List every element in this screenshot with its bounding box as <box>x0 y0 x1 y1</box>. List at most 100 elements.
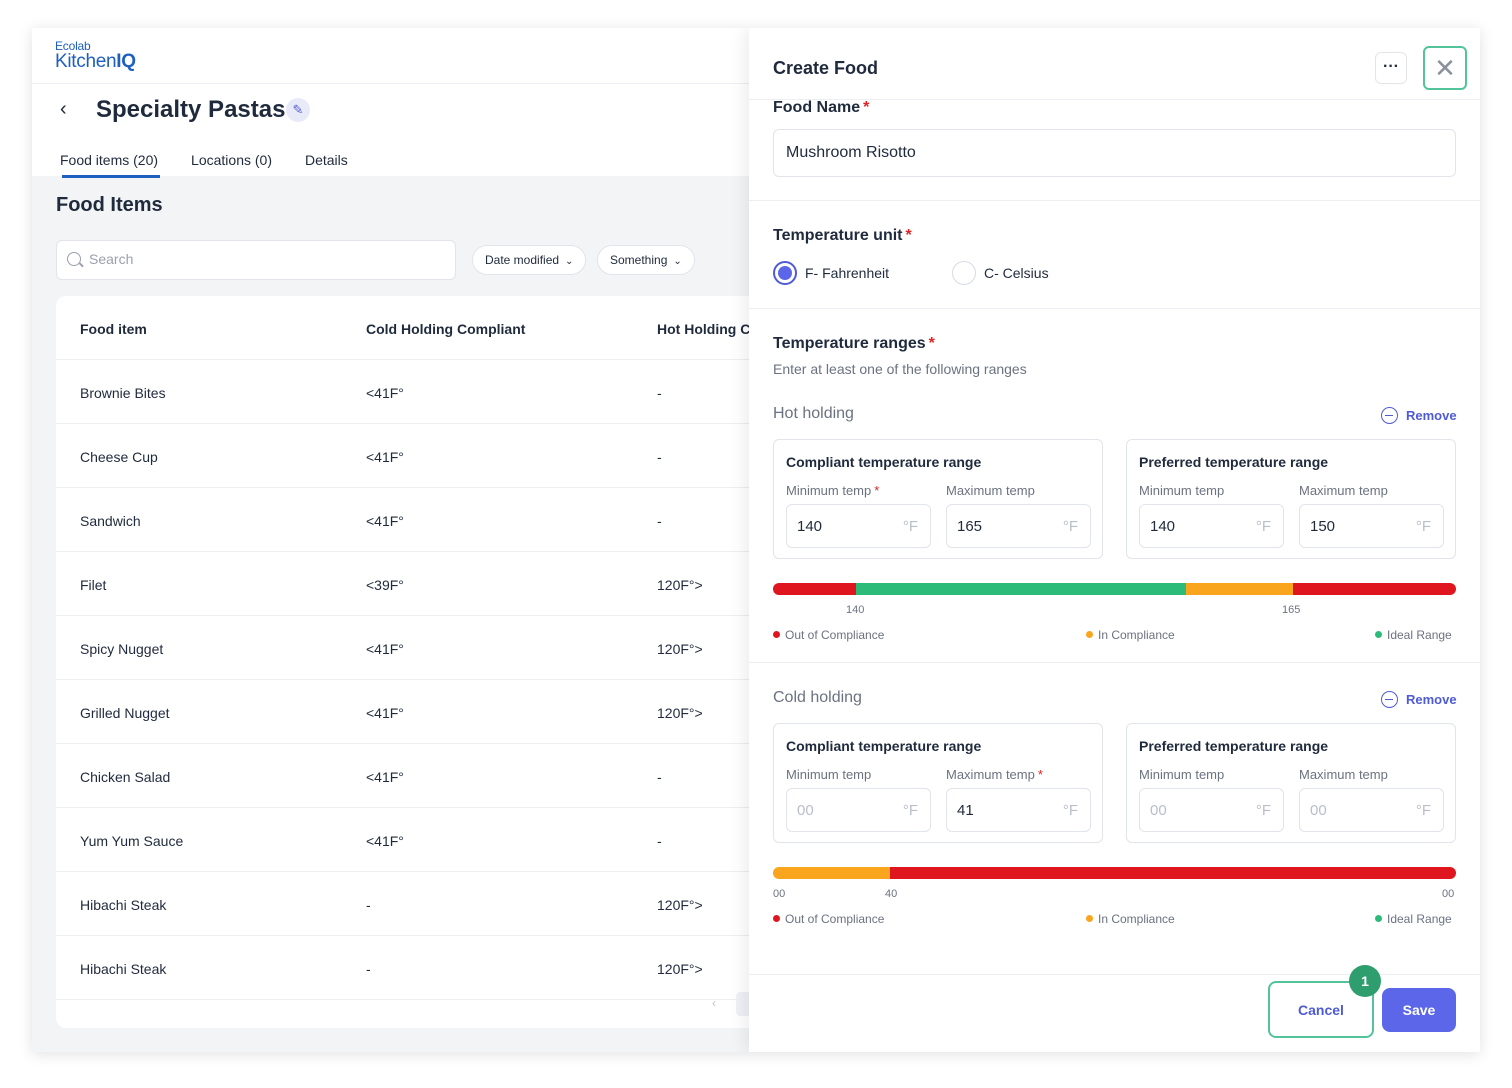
table-cell: <41F° <box>366 385 404 401</box>
remove-cold-button[interactable]: Remove <box>1381 691 1457 708</box>
divider <box>749 662 1480 663</box>
save-button[interactable]: Save <box>1382 988 1456 1032</box>
column-header[interactable]: Hot Holding Co <box>657 321 759 337</box>
table-cell: - <box>366 897 371 913</box>
cold-preferred-max-input[interactable]: 00 °F <box>1299 788 1444 832</box>
tab-bar: Food items (20) Locations (0) Details <box>60 144 348 178</box>
food-table: Food item Cold Holding Compliant Hot Hol… <box>56 296 776 1028</box>
table-cell: - <box>366 961 371 977</box>
min-temp-label: Minimum temp <box>1139 767 1225 782</box>
tab-details[interactable]: Details <box>304 152 348 168</box>
logo-line2: KitchenIQ <box>55 51 136 72</box>
app-window: Ecolab KitchenIQ ‹ Specialty Pastas ✎ Fo… <box>32 28 1480 1052</box>
tab-locations[interactable]: Locations (0) <box>191 152 272 168</box>
minus-circle-icon <box>1381 691 1398 708</box>
table-row[interactable]: Chicken Salad <41F° - <box>56 744 776 808</box>
table-cell: <41F° <box>366 513 404 529</box>
divider <box>749 99 1480 100</box>
table-cell: Hibachi Steak <box>80 961 167 977</box>
hot-range-bar <box>773 583 1456 595</box>
close-icon[interactable]: ✕ <box>1423 46 1467 90</box>
table-cell: - <box>657 833 662 849</box>
range-title: Compliant temperature range <box>786 738 982 754</box>
cold-compliant-min-input[interactable]: 00 °F <box>786 788 931 832</box>
max-temp-label: Maximum temp * <box>946 767 1043 782</box>
tick-label: 165 <box>1282 604 1301 616</box>
table-row[interactable]: Grilled Nugget <41F° 120F°> <box>56 680 776 744</box>
table-row[interactable]: Hibachi Steak - 120F°> <box>56 936 776 1000</box>
page-title: Specialty Pastas <box>96 96 286 123</box>
filter-label: Something <box>610 253 668 267</box>
food-name-input[interactable]: Mushroom Risotto <box>773 129 1456 177</box>
chevron-left-icon[interactable]: ‹ <box>712 996 716 1010</box>
column-header[interactable]: Cold Holding Compliant <box>366 321 526 337</box>
divider <box>749 974 1480 975</box>
search-input[interactable] <box>89 251 429 267</box>
step-badge: 1 <box>1349 965 1381 997</box>
chevron-down-icon: ⌄ <box>673 256 682 267</box>
filter-something[interactable]: Something ⌄ <box>597 245 695 275</box>
bar-segment-in <box>1186 583 1294 595</box>
legend-out: Out of Compliance <box>773 628 884 642</box>
cold-holding-title: Cold holding <box>773 689 862 706</box>
search-box[interactable] <box>56 240 456 280</box>
divider <box>749 308 1480 309</box>
table-row[interactable]: Brownie Bites <41F° - <box>56 360 776 424</box>
legend-out: Out of Compliance <box>773 912 884 926</box>
filter-date-modified[interactable]: Date modified ⌄ <box>472 245 587 275</box>
table-cell: 120F°> <box>657 897 703 913</box>
hot-compliant-max-input[interactable]: 165 °F <box>946 504 1091 548</box>
table-cell: <41F° <box>366 769 404 785</box>
table-cell: 120F°> <box>657 961 703 977</box>
cold-preferred-min-input[interactable]: 00 °F <box>1139 788 1284 832</box>
table-row[interactable]: Hibachi Steak - 120F°> <box>56 872 776 936</box>
search-icon <box>67 252 81 266</box>
table-row[interactable]: Filet <39F° 120F°> <box>56 552 776 616</box>
pencil-icon[interactable]: ✎ <box>286 98 310 122</box>
remove-hot-button[interactable]: Remove <box>1381 407 1457 424</box>
red-dot-icon <box>773 631 780 638</box>
range-title: Compliant temperature range <box>786 454 982 470</box>
tab-food-items[interactable]: Food items (20) <box>60 144 161 178</box>
filter-label: Date modified <box>485 253 560 267</box>
temperature-unit-label: Temperature unit * <box>773 227 912 244</box>
hot-holding-title: Hot holding <box>773 405 854 422</box>
create-food-panel: Create Food ··· ✕ Food Name * Mushroom Ri… <box>749 28 1480 1052</box>
min-temp-label: Minimum temp <box>786 767 872 782</box>
hot-compliant-min-input[interactable]: 140 °F <box>786 504 931 548</box>
table-row[interactable]: Cheese Cup <41F° - <box>56 424 776 488</box>
max-temp-label: Maximum temp <box>946 483 1035 498</box>
column-header[interactable]: Food item <box>80 321 147 337</box>
orange-dot-icon <box>1086 915 1093 922</box>
table-cell: <41F° <box>366 449 404 465</box>
more-horizontal-icon[interactable]: ··· <box>1375 52 1407 84</box>
radio-fahrenheit-label[interactable]: F- Fahrenheit <box>805 265 890 281</box>
table-cell: - <box>657 385 662 401</box>
hot-preferred-range: Preferred temperature range Minimum temp… <box>1126 439 1456 559</box>
table-row[interactable]: Sandwich <41F° - <box>56 488 776 552</box>
table-cell: 120F°> <box>657 705 703 721</box>
tick-label: 00 <box>773 888 786 900</box>
table-cell: <41F° <box>366 705 404 721</box>
table-row[interactable]: Spicy Nugget <41F° 120F°> <box>56 616 776 680</box>
tick-label: 00 <box>1442 888 1455 900</box>
radio-celsius[interactable] <box>952 261 976 285</box>
bar-segment-ideal <box>856 583 1187 595</box>
table-cell: Brownie Bites <box>80 385 166 401</box>
radio-fahrenheit[interactable] <box>773 261 797 285</box>
table-cell: Yum Yum Sauce <box>80 833 184 849</box>
radio-celsius-label[interactable]: C- Celsius <box>984 265 1049 281</box>
section-title: Food Items <box>56 194 163 216</box>
legend-ideal: Ideal Range <box>1375 912 1452 926</box>
hot-preferred-max-input[interactable]: 150 °F <box>1299 504 1444 548</box>
temperature-ranges-hint: Enter at least one of the following rang… <box>773 361 1027 377</box>
hot-preferred-min-input[interactable]: 140 °F <box>1139 504 1284 548</box>
green-dot-icon <box>1375 915 1382 922</box>
table-cell: <39F° <box>366 577 404 593</box>
cold-compliant-max-input[interactable]: 41 °F <box>946 788 1091 832</box>
orange-dot-icon <box>1086 631 1093 638</box>
table-row[interactable]: Yum Yum Sauce <41F° - <box>56 808 776 872</box>
food-name-label: Food Name * <box>773 99 870 116</box>
chevron-left-icon[interactable]: ‹ <box>60 98 67 120</box>
bar-segment-out <box>773 583 857 595</box>
